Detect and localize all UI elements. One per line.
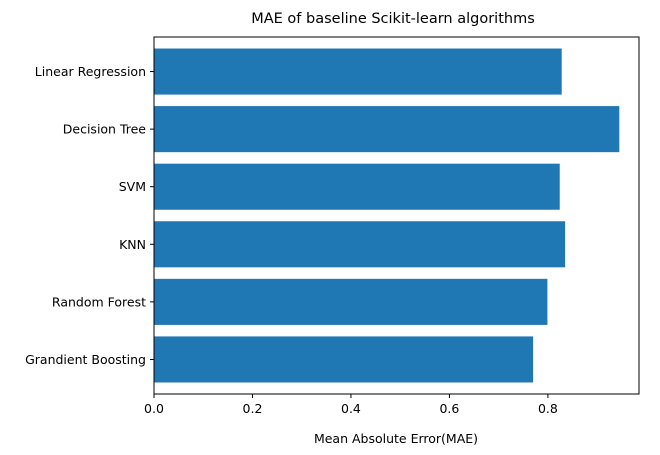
bar-linear-regression [154,48,562,95]
bar-decision-tree [154,106,620,153]
y-tick-label: SVM [119,179,146,194]
bar-random-forest [154,278,548,325]
y-tick-label: Grandient Boosting [25,352,146,367]
bar-svm [154,163,560,210]
y-tick-label: Random Forest [52,294,146,309]
y-axis-ticks: Linear Regression Decision Tree SVM KNN Rand… [25,64,154,367]
bar-knn [154,221,566,268]
plot-frame [153,36,640,395]
x-axis-ticks: 0.0 0.2 0.4 0.6 0.8 [144,394,558,416]
x-tick-label: 0.0 [144,401,164,416]
x-tick-label: 0.6 [439,401,459,416]
y-tick-label: Linear Regression [35,64,146,79]
y-tick-label: Decision Tree [63,122,147,137]
y-tick-label: KNN [119,237,146,252]
chart-title: MAE of baseline Scikit-learn algorithms [251,11,535,27]
x-tick-label: 0.4 [341,401,361,416]
bar-grandient-boosting [154,336,534,383]
x-tick-label: 0.2 [243,401,263,416]
x-axis-label: Mean Absolute Error(MAE) [314,431,478,446]
bars-group [154,48,620,383]
x-tick-label: 0.8 [538,401,558,416]
